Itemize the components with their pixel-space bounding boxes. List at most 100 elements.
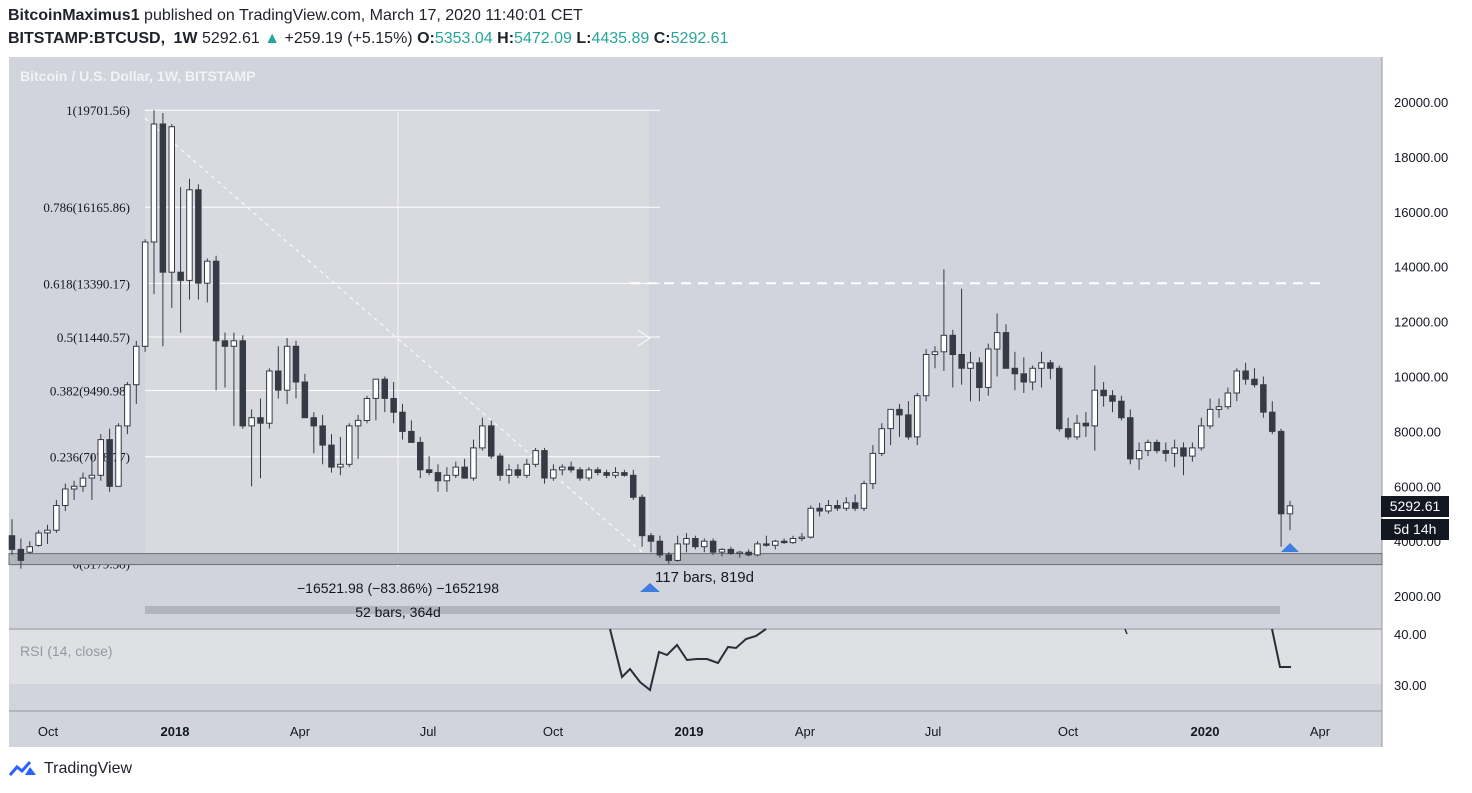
candle[interactable] — [1064, 417, 1072, 440]
last-price-tag[interactable] — [1381, 496, 1449, 517]
candle[interactable] — [1118, 395, 1125, 421]
candle[interactable] — [674, 535, 681, 562]
candle[interactable] — [585, 467, 593, 481]
date-range-bar[interactable] — [145, 606, 1280, 614]
candle[interactable] — [505, 464, 513, 484]
candle[interactable] — [372, 378, 380, 421]
candle[interactable] — [479, 417, 486, 451]
candle[interactable] — [993, 313, 1001, 377]
candle[interactable] — [470, 439, 477, 481]
candle[interactable] — [346, 423, 353, 468]
candle[interactable] — [958, 288, 965, 385]
candle[interactable] — [1171, 439, 1178, 468]
candle[interactable] — [709, 538, 717, 555]
candle[interactable] — [106, 428, 113, 492]
candle[interactable] — [798, 533, 806, 542]
candle[interactable] — [985, 343, 992, 396]
candle[interactable] — [665, 552, 672, 564]
candle[interactable] — [727, 546, 735, 555]
candle[interactable] — [461, 458, 468, 479]
candle[interactable] — [26, 541, 33, 554]
candle[interactable] — [567, 461, 575, 473]
candle[interactable] — [17, 538, 25, 569]
candle[interactable] — [425, 456, 433, 476]
candle[interactable] — [408, 420, 415, 443]
candle[interactable] — [594, 467, 601, 476]
candle[interactable] — [363, 395, 371, 424]
candle[interactable] — [488, 420, 495, 459]
candle[interactable] — [434, 464, 442, 492]
candle[interactable] — [204, 258, 211, 303]
candle[interactable] — [44, 524, 51, 544]
candle[interactable] — [1215, 398, 1223, 418]
candle[interactable] — [763, 535, 770, 547]
candle[interactable] — [1056, 365, 1063, 432]
candle[interactable] — [1073, 414, 1081, 440]
candle[interactable] — [8, 519, 16, 555]
candle[interactable] — [825, 500, 832, 514]
candle[interactable] — [168, 124, 175, 308]
candle[interactable] — [124, 382, 131, 435]
candle[interactable] — [1224, 387, 1232, 410]
candle[interactable] — [115, 423, 122, 487]
candle[interactable] — [292, 340, 300, 399]
candle[interactable] — [701, 538, 708, 553]
marker-triangle-icon[interactable] — [1281, 543, 1299, 552]
author-name[interactable]: BitcoinMaximus1 — [8, 7, 140, 24]
candle[interactable] — [789, 535, 797, 544]
candle[interactable] — [976, 357, 983, 402]
candle[interactable] — [266, 368, 273, 429]
candle[interactable] — [1144, 439, 1152, 457]
candle[interactable] — [576, 467, 584, 481]
candle[interactable] — [656, 535, 664, 558]
candle[interactable] — [62, 483, 69, 511]
candle[interactable] — [940, 269, 948, 371]
candle[interactable] — [399, 403, 406, 440]
candle[interactable] — [967, 351, 974, 402]
candle[interactable] — [1082, 412, 1090, 437]
candle[interactable] — [523, 458, 530, 479]
candle[interactable] — [1162, 442, 1169, 462]
candle[interactable] — [328, 434, 335, 473]
candle[interactable] — [878, 423, 885, 457]
candle[interactable] — [914, 393, 921, 446]
candle[interactable] — [1109, 390, 1116, 413]
candle[interactable] — [212, 255, 220, 391]
candle[interactable] — [248, 409, 255, 487]
candle[interactable] — [896, 403, 903, 437]
candle[interactable] — [816, 502, 823, 517]
candle[interactable] — [195, 184, 202, 300]
candle[interactable] — [150, 110, 158, 295]
candle[interactable] — [851, 494, 859, 512]
candle[interactable] — [630, 469, 637, 500]
candle[interactable] — [1029, 365, 1036, 391]
candle[interactable] — [754, 541, 761, 557]
candle[interactable] — [141, 239, 149, 352]
candle[interactable] — [496, 453, 504, 481]
candle[interactable] — [922, 349, 930, 402]
candle[interactable] — [736, 550, 743, 558]
candle[interactable] — [1180, 442, 1187, 476]
candle[interactable] — [860, 480, 868, 511]
candle[interactable] — [1135, 442, 1143, 470]
candle[interactable] — [1189, 442, 1196, 462]
candle[interactable] — [1038, 351, 1045, 388]
candle[interactable] — [1269, 401, 1276, 435]
candle[interactable] — [1233, 368, 1240, 402]
candle[interactable] — [931, 346, 939, 369]
candle[interactable] — [283, 338, 291, 404]
candle[interactable] — [1206, 398, 1214, 429]
candle[interactable] — [1100, 382, 1107, 407]
candle[interactable] — [381, 376, 388, 413]
candle[interactable] — [88, 453, 96, 500]
candle[interactable] — [239, 335, 246, 429]
candle[interactable] — [35, 530, 42, 547]
candle[interactable] — [452, 461, 459, 479]
marker-triangle-icon[interactable] — [640, 583, 660, 592]
candle[interactable] — [638, 494, 646, 547]
candle[interactable] — [1277, 428, 1285, 547]
candle[interactable] — [905, 401, 912, 440]
candle[interactable] — [541, 447, 548, 484]
candle[interactable] — [186, 178, 193, 300]
